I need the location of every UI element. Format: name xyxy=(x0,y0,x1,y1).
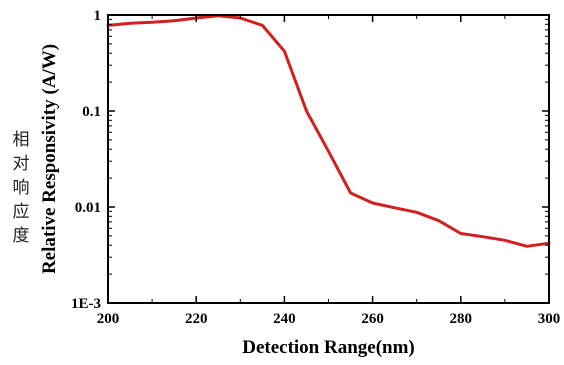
side-note-char: 应 xyxy=(12,202,30,222)
side-note-char: 响 xyxy=(12,178,30,198)
side-note: 相 对 响 应 度 xyxy=(8,128,34,248)
side-note-char: 相 xyxy=(12,130,30,150)
side-note-char: 对 xyxy=(12,154,30,174)
plot-frame xyxy=(107,14,550,304)
x-tick-label: 300 xyxy=(538,311,561,327)
x-tick-label: 200 xyxy=(97,311,120,327)
y-axis-label: Relative Responsivity (A/W) xyxy=(39,44,60,274)
y-tick-label: 1 xyxy=(94,8,102,24)
x-tick-label: 260 xyxy=(361,311,384,327)
x-tick-label: 220 xyxy=(185,311,208,327)
y-tick-label: 1E-3 xyxy=(71,296,101,312)
side-note-char: 度 xyxy=(12,226,30,246)
x-axis-label: Detection Range(nm) xyxy=(242,337,415,358)
y-tick-label: 0.1 xyxy=(82,104,101,120)
y-tick-label: 0.01 xyxy=(75,200,101,216)
x-tick-label: 240 xyxy=(273,311,296,327)
series-line xyxy=(106,14,551,248)
x-tick-label: 280 xyxy=(450,311,473,327)
